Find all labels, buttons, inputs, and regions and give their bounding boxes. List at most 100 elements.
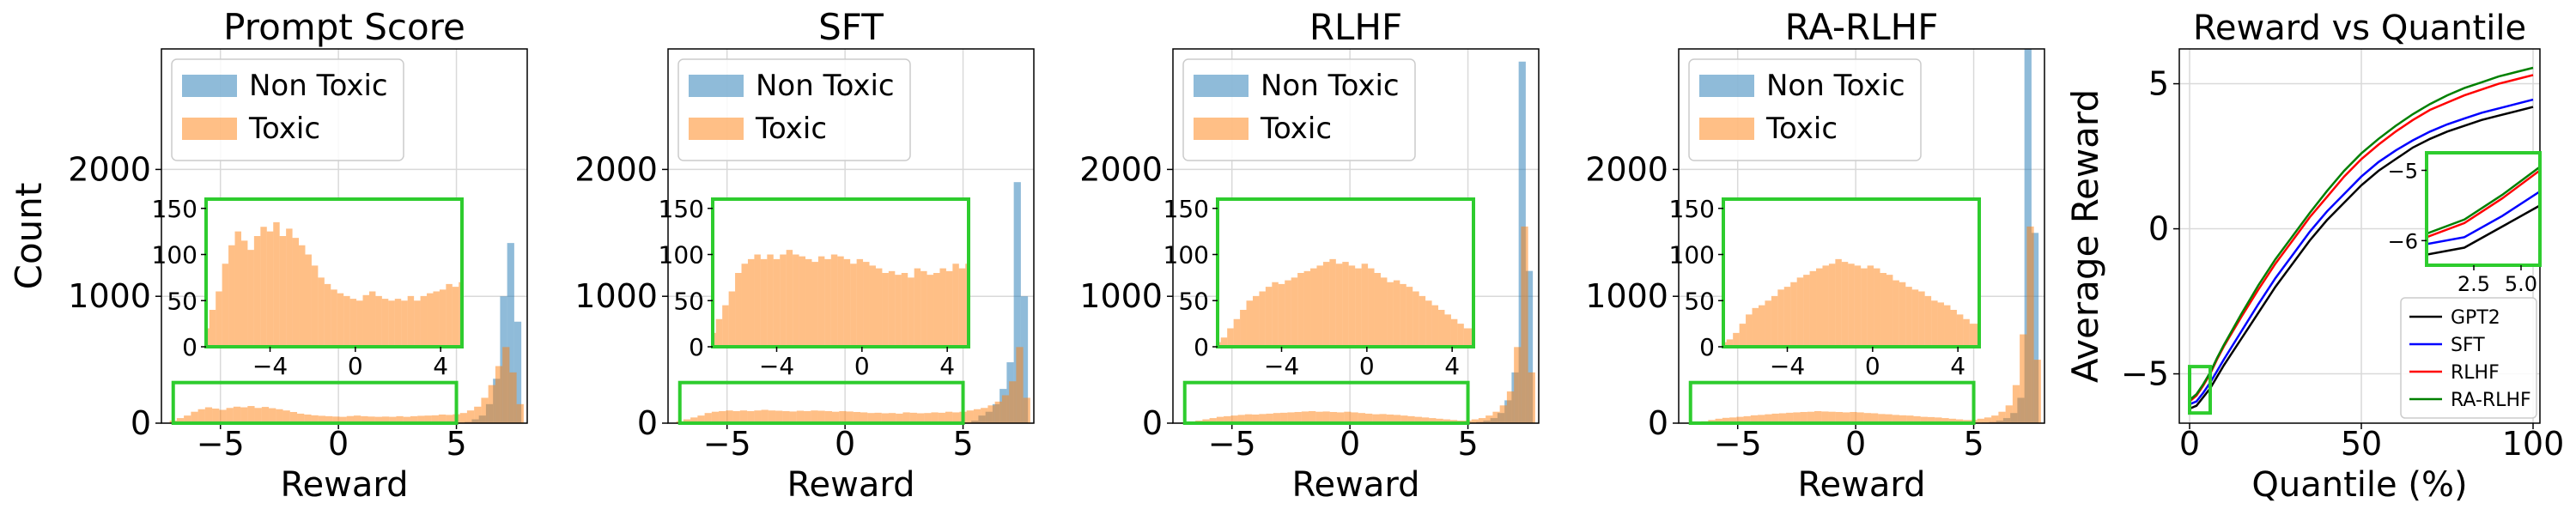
inset-y-tick-label: 150 xyxy=(1669,195,1715,223)
legend: Non Toxic Toxic xyxy=(677,58,911,161)
inset-toxic-bar xyxy=(1393,280,1400,347)
inset-toxic-bar xyxy=(279,236,287,347)
x-tick-label: −5 xyxy=(197,425,245,463)
inset-toxic-bar xyxy=(1777,289,1784,347)
toxic-bar xyxy=(1885,414,1893,423)
toxic-bar xyxy=(1315,411,1323,423)
inset-toxic-bar xyxy=(1361,264,1369,347)
legend-label: Non Toxic xyxy=(1261,69,1400,103)
inset-toxic-bar xyxy=(1342,262,1349,347)
toxic-bar xyxy=(1793,412,1801,423)
inset-toxic-bar xyxy=(1854,265,1862,347)
toxic-bar xyxy=(704,413,712,423)
legend-label: Toxic xyxy=(755,112,827,146)
inset-toxic-bar xyxy=(1444,314,1451,347)
toxic-bar xyxy=(817,410,825,423)
inset-toxic-bar xyxy=(446,283,453,347)
inset-toxic-bar xyxy=(830,254,838,347)
inset-toxic-bar xyxy=(945,270,953,347)
inset-toxic-bar xyxy=(222,264,229,347)
toxic-bar xyxy=(417,415,425,423)
inset-toxic-bar xyxy=(260,227,267,347)
inset-toxic-bar xyxy=(1419,295,1426,347)
y-tick-label: 2000 xyxy=(68,150,151,188)
inset-toxic-bar xyxy=(1739,324,1747,347)
inset-toxic-bar xyxy=(1310,268,1317,347)
inset-y-tick-label: 100 xyxy=(659,241,704,270)
toxic-bar xyxy=(711,411,720,423)
inset-toxic-bar xyxy=(1886,275,1893,347)
toxic-bar xyxy=(896,413,903,423)
toxic-bar xyxy=(403,416,410,423)
toxic-bar xyxy=(1800,411,1807,423)
toxic-bar xyxy=(1309,410,1316,423)
chart-title: SFT xyxy=(818,6,884,48)
toxic-bar xyxy=(1202,419,1210,423)
x-tick-label: 100 xyxy=(2502,425,2565,463)
inset-toxic-bar xyxy=(837,256,844,347)
inset-toxic-bar xyxy=(1368,268,1375,347)
legend-swatch-nontoxic xyxy=(689,75,744,97)
toxic-bar xyxy=(1400,415,1408,423)
toxic-bar xyxy=(446,415,453,423)
inset-axes: −4 0 4 0 50 100 150 xyxy=(659,195,970,380)
toxic-bar xyxy=(1878,414,1886,423)
inset-toxic-bar xyxy=(414,300,421,347)
inset-toxic-bar xyxy=(735,273,742,347)
inset-toxic-bar xyxy=(793,254,799,347)
toxic-bar xyxy=(1955,419,1964,423)
toxic-bar xyxy=(832,411,840,423)
toxic-bar xyxy=(1736,416,1744,423)
inset-toxic-bar xyxy=(863,262,870,347)
inset-toxic-bar xyxy=(420,295,428,347)
legend-label: Toxic xyxy=(248,112,320,146)
inset-toxic-bar xyxy=(728,291,736,347)
inset-toxic-bar xyxy=(824,258,831,347)
toxic-bar xyxy=(184,415,191,423)
toxic-bar xyxy=(824,410,833,423)
toxic-bar xyxy=(1828,411,1836,423)
toxic-bar xyxy=(981,408,988,423)
toxic-bar xyxy=(739,410,748,423)
x-tick-label: 0 xyxy=(2179,425,2200,463)
inset-x-tick-label: 0 xyxy=(1359,352,1375,380)
toxic-bar xyxy=(2012,385,2020,423)
inset-x-tick-label: 0 xyxy=(854,352,870,380)
zoom-region xyxy=(1688,380,1976,425)
toxic-bar xyxy=(1209,418,1217,423)
toxic-bar xyxy=(502,347,510,423)
toxic-bar xyxy=(247,406,255,423)
inset-toxic-bar xyxy=(1726,339,1734,347)
toxic-bar xyxy=(474,406,482,423)
toxic-bar xyxy=(931,412,939,423)
inset-axes: 2.5 5.0 −6 −5 xyxy=(2388,151,2542,296)
toxic-bar xyxy=(1364,413,1373,423)
inset-toxic-bar xyxy=(1874,268,1880,347)
x-tick-label: 5 xyxy=(952,425,973,463)
toxic-bar xyxy=(1941,418,1949,423)
toxic-bar xyxy=(1337,412,1345,423)
toxic-bar xyxy=(297,413,305,423)
inset-toxic-bar xyxy=(760,258,768,347)
y-tick-label: 1000 xyxy=(68,277,151,315)
inset-axes: −4 0 4 0 50 100 150 xyxy=(1163,195,1475,380)
x-tick-label: 0 xyxy=(1845,425,1866,463)
toxic-bar xyxy=(938,412,945,423)
legend-label: RLHF xyxy=(2451,362,2500,384)
inset-axes: −4 0 4 0 50 100 150 xyxy=(1669,195,1981,380)
toxic-bar xyxy=(1421,417,1430,423)
toxic-bar xyxy=(1358,413,1365,423)
chart-title: RA-RLHF xyxy=(1785,6,1939,48)
inset-toxic-bar xyxy=(343,295,350,347)
inset-y-tick-label: 0 xyxy=(1699,333,1715,361)
inset-toxic-bar xyxy=(1227,328,1234,347)
inset-toxic-bar xyxy=(1765,300,1771,347)
toxic-bar xyxy=(204,407,213,423)
x-tick-label: 0 xyxy=(835,425,855,463)
toxic-bar xyxy=(289,411,298,423)
toxic-bar xyxy=(761,409,769,423)
inset-toxic-bar xyxy=(375,295,382,347)
toxic-bar xyxy=(1216,416,1224,423)
toxic-bar xyxy=(916,413,925,423)
legend-label: Toxic xyxy=(1260,112,1332,146)
